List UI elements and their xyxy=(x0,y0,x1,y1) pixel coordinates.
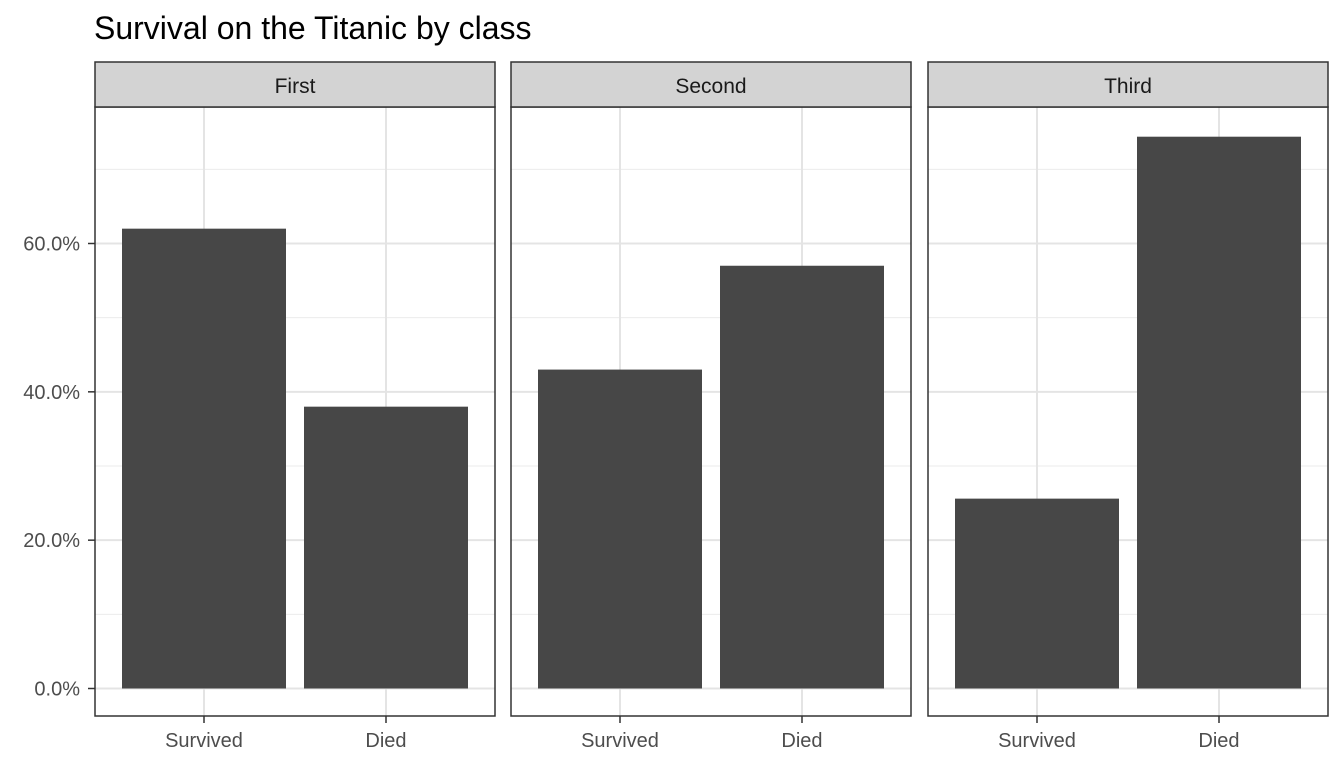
x-tick-label: Survived xyxy=(998,730,1076,752)
x-tick-label: Survived xyxy=(165,730,243,752)
panel-first: First Survived Died xyxy=(94,61,496,752)
y-axis: 0.0% 20.0% 40.0% 60.0% xyxy=(23,234,95,701)
bar-third-survived xyxy=(955,498,1119,689)
facet-strip xyxy=(510,61,912,108)
x-tick-label: Survived xyxy=(581,730,659,752)
bar-second-died xyxy=(720,265,884,689)
panel-second: Second Survived Died xyxy=(510,61,912,752)
x-tick-label: Died xyxy=(365,730,406,752)
facet-strip-label: Second xyxy=(675,75,746,98)
bar-second-survived xyxy=(538,369,702,689)
chart-title: Survival on the Titanic by class xyxy=(94,10,532,46)
x-tick-label: Died xyxy=(1198,730,1239,752)
x-tick-label: Died xyxy=(781,730,822,752)
y-tick-label: 0.0% xyxy=(34,679,80,701)
bar-third-died xyxy=(1137,136,1301,689)
panel-third: Third Survived Died xyxy=(927,61,1329,752)
facet-strip-label: First xyxy=(275,75,316,98)
bar-first-died xyxy=(304,406,468,689)
facet-strip xyxy=(927,61,1329,108)
facet-strip xyxy=(94,61,496,108)
bar-first-survived xyxy=(122,228,286,689)
y-tick-label: 20.0% xyxy=(23,530,80,552)
y-tick-label: 40.0% xyxy=(23,382,80,404)
facet-strip-label: Third xyxy=(1104,75,1152,98)
y-tick-label: 60.0% xyxy=(23,234,80,256)
